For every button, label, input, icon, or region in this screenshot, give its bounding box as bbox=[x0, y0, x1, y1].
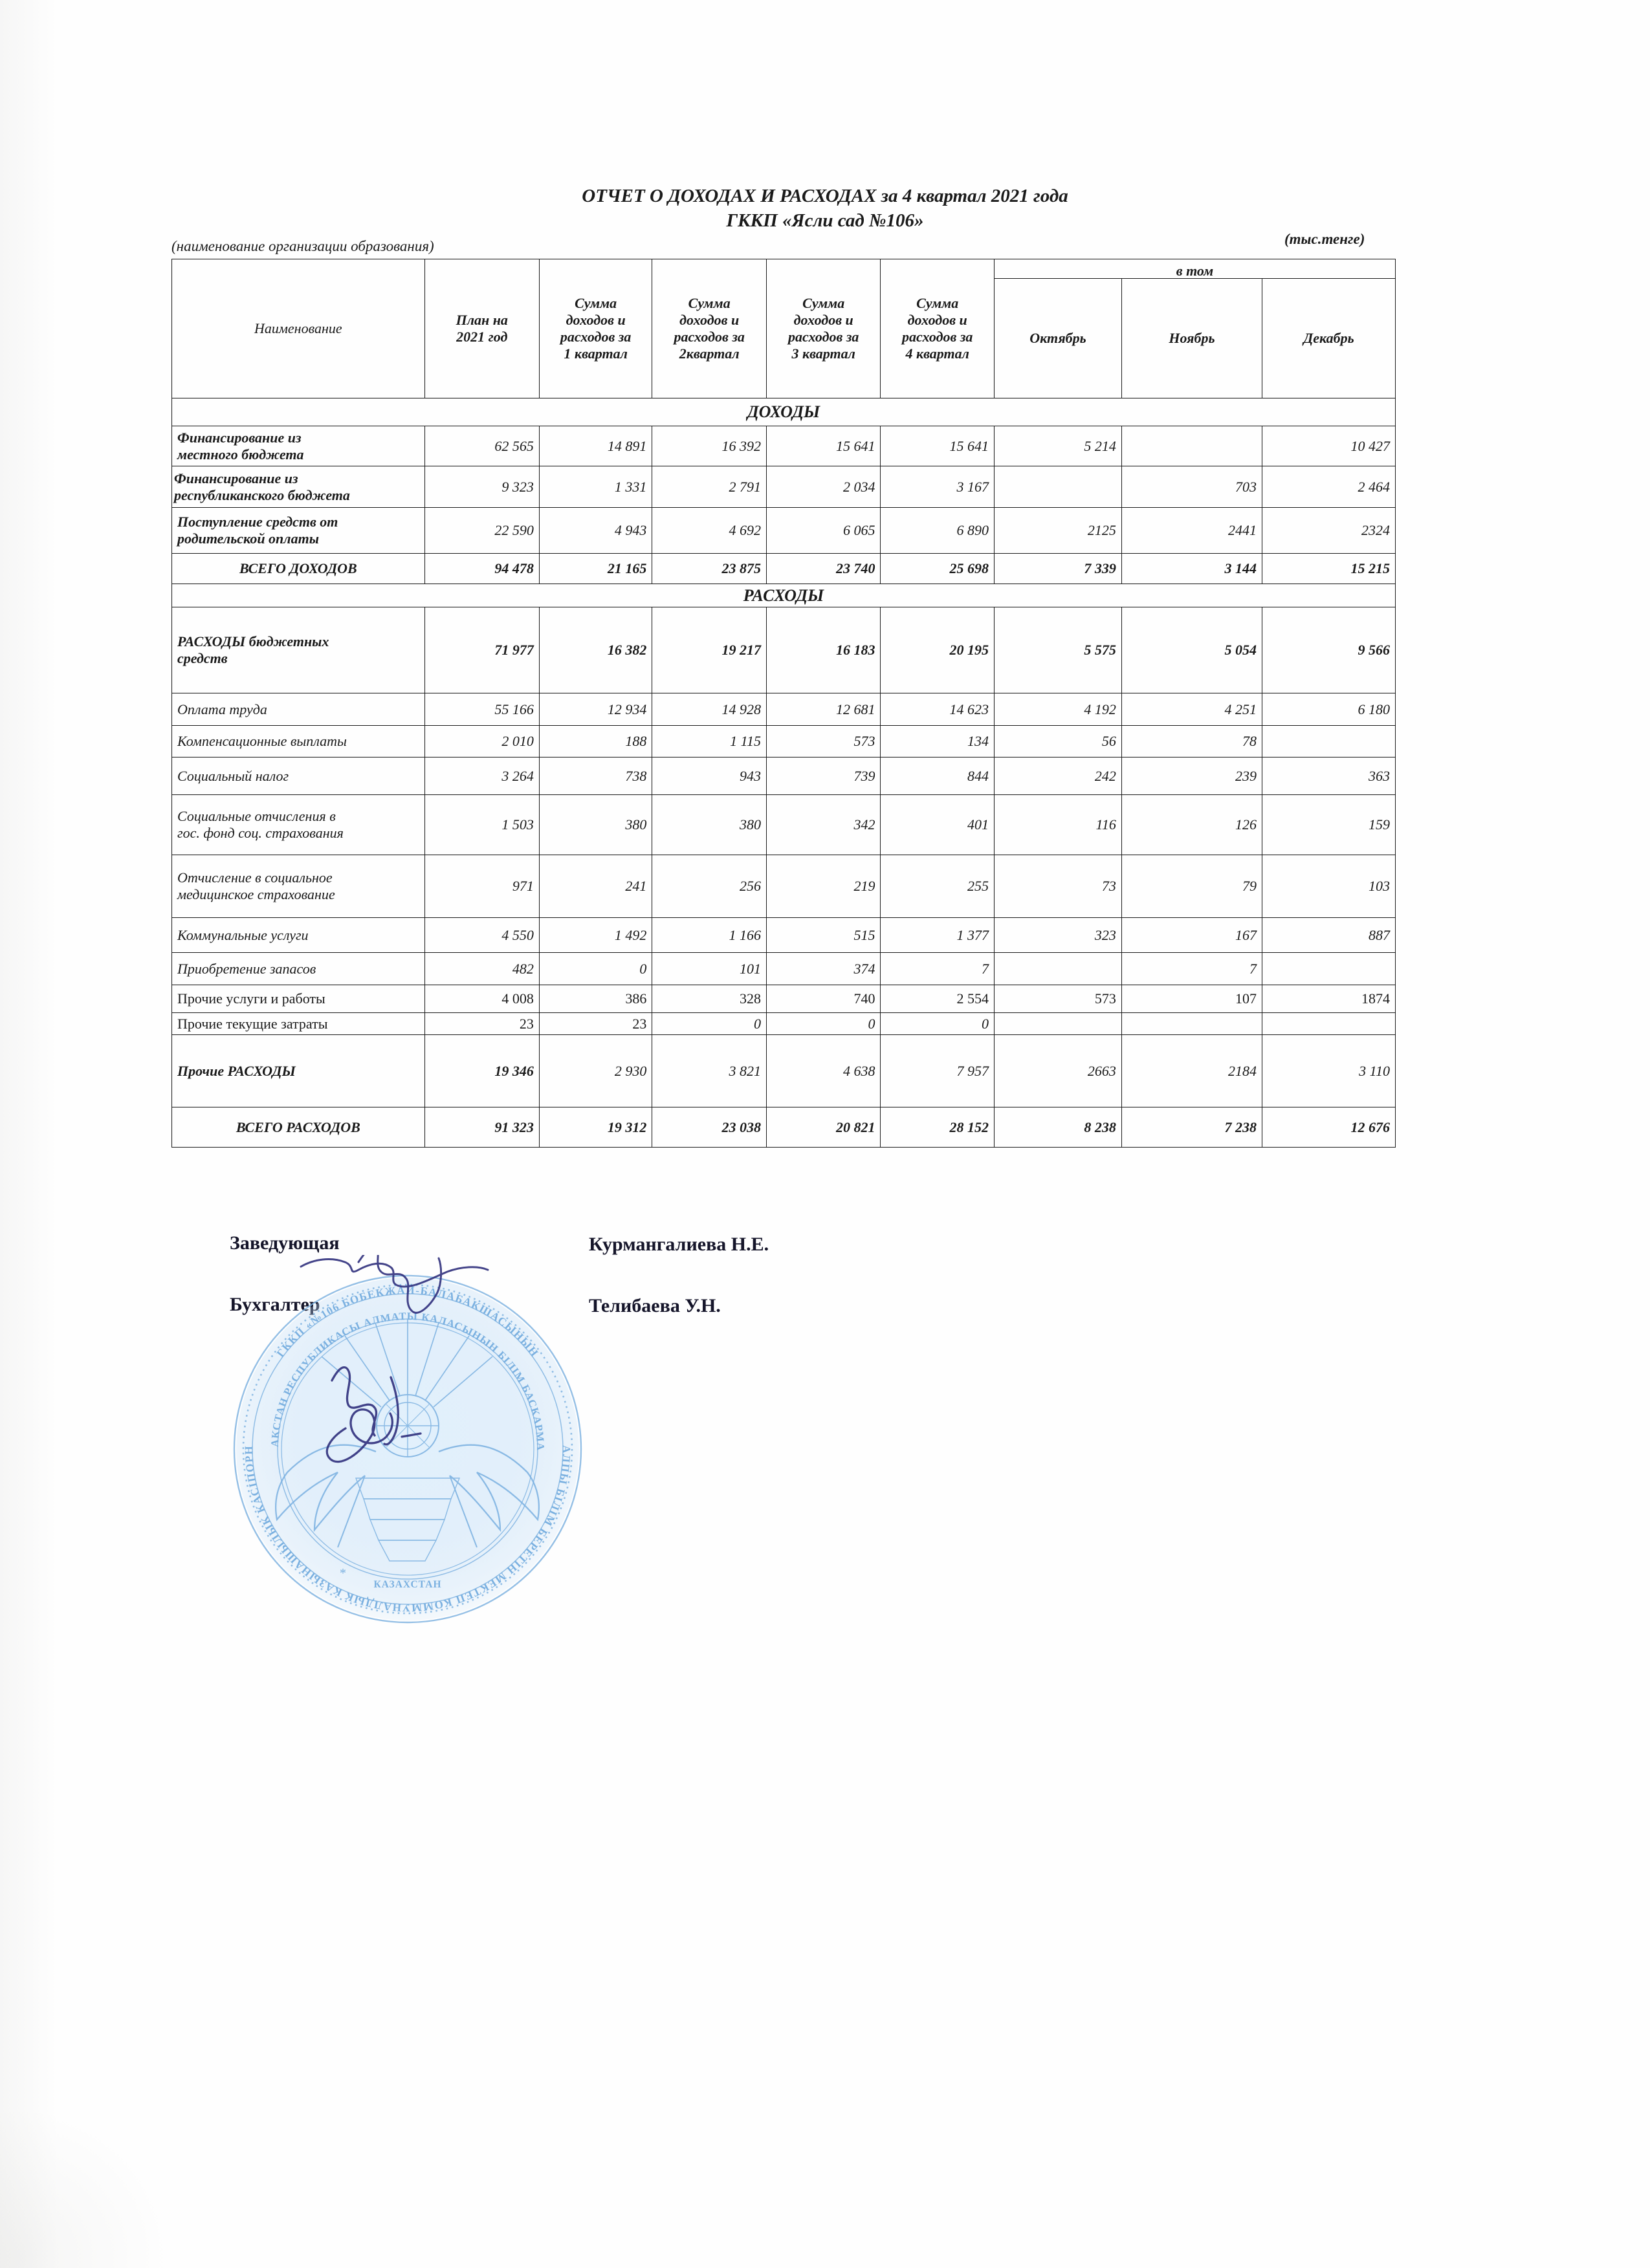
svg-text:КАЗАХСТАН: КАЗАХСТАН bbox=[373, 1579, 441, 1590]
svg-text:*: * bbox=[340, 1566, 346, 1580]
